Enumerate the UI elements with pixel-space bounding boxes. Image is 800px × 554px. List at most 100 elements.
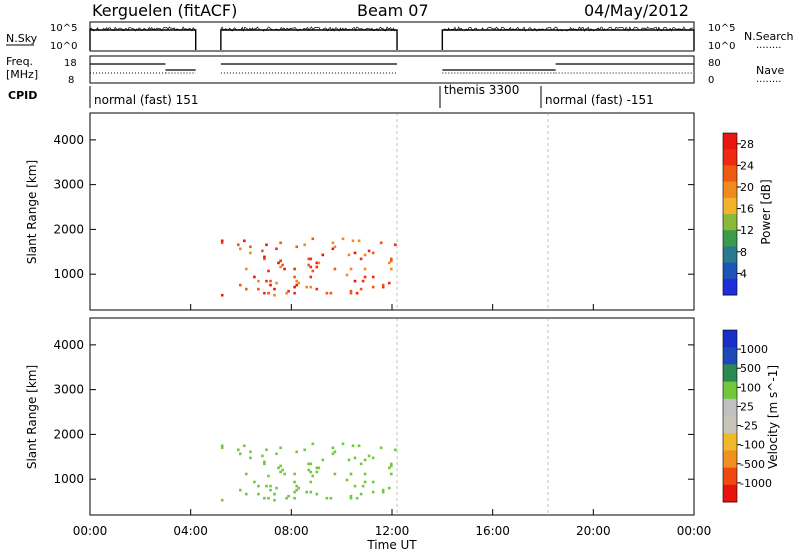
power-cell	[341, 237, 345, 241]
power-cell	[287, 289, 290, 293]
power-cell	[309, 257, 313, 261]
velocity-cell	[355, 496, 359, 500]
freq-right-tick-top: 80	[708, 58, 721, 69]
power-cell	[353, 251, 357, 255]
power-cell	[367, 249, 371, 253]
colorbar-swatch	[723, 214, 737, 231]
power-cell	[281, 263, 284, 267]
velocity-cell	[390, 464, 393, 468]
nsearch-label: N.Search	[744, 30, 794, 43]
freq-label-line2: [MHz]	[6, 68, 38, 81]
velocity-cell	[315, 466, 319, 470]
velocity-cell	[220, 444, 224, 448]
power-cell	[277, 261, 280, 265]
power-cell	[305, 285, 308, 289]
velocity-colorbar-label: Velocity [m s^-1]	[766, 365, 780, 469]
velocity-cell	[245, 492, 248, 496]
nave-legend-dots: ........	[756, 74, 781, 85]
y-tick-label: 3000	[53, 383, 84, 397]
power-cell	[273, 287, 276, 291]
colorbar-swatch	[723, 398, 737, 417]
velocity-cell	[253, 480, 256, 484]
velocity-cell	[331, 446, 335, 450]
velocity-cell	[257, 492, 260, 496]
power-cell	[357, 239, 361, 243]
power-cell	[315, 287, 319, 291]
power-cell	[269, 283, 272, 287]
power-cell	[325, 291, 329, 295]
velocity-cell	[269, 488, 272, 492]
colorbar-tick-label: 8	[740, 246, 747, 259]
velocity-cell	[307, 468, 310, 472]
x-axis-label: Time UT	[366, 538, 417, 552]
power-cell	[239, 283, 242, 287]
power-cell	[390, 267, 393, 271]
noise-right-tick-top: 10^5	[708, 23, 735, 34]
velocity-cell	[309, 462, 313, 466]
power-cell	[245, 287, 248, 291]
power-colorbar: 4 8 12 16 20 24 28	[722, 132, 754, 296]
noise-panel: N.Sky 10^5 10^0 10^5 10^0 N.Search .....…	[6, 21, 794, 52]
velocity-cell	[345, 478, 349, 482]
velocity-cell	[371, 480, 375, 484]
power-cell	[303, 243, 306, 247]
power-y-axis: 1000 2000 3000 4000	[53, 133, 694, 281]
velocity-cell	[245, 472, 248, 476]
colorbar-swatch	[723, 467, 737, 486]
velocity-cell	[388, 486, 391, 490]
power-cell	[363, 275, 367, 279]
velocity-cell	[390, 462, 393, 466]
velocity-cell	[303, 448, 306, 452]
power-cell	[333, 267, 337, 271]
nave-label: Nave	[756, 64, 784, 77]
power-cell	[359, 287, 363, 291]
velocity-cell	[305, 490, 308, 494]
velocity-cell	[287, 494, 290, 498]
velocity-cell	[363, 458, 367, 462]
x-tick-label: 04:00	[173, 524, 208, 538]
y-tick-label: 4000	[53, 133, 84, 147]
colorbar-tick-label: -500	[740, 458, 765, 471]
colorbar-swatch	[723, 133, 737, 150]
power-cell	[263, 291, 266, 295]
noise-left-tick-top: 10^5	[50, 23, 77, 34]
colorbar-tick-label: 16	[740, 203, 754, 216]
velocity-cell	[309, 490, 313, 494]
velocity-cell	[381, 488, 385, 492]
power-cell	[269, 279, 272, 283]
colorbar-swatch	[723, 433, 737, 451]
x-tick-label: 12:00	[375, 524, 410, 538]
power-cell	[275, 281, 278, 285]
power-cell	[321, 253, 325, 257]
power-cell	[309, 285, 313, 289]
power-cell	[353, 279, 357, 283]
power-cell	[220, 241, 224, 245]
power-cell	[243, 239, 246, 243]
power-cell	[220, 293, 224, 297]
cpid-label: CPID	[8, 89, 37, 102]
velocity-cell	[279, 470, 282, 474]
velocity-cell	[363, 472, 367, 476]
velocity-cell	[220, 446, 224, 450]
colorbar-tick-label: 25	[740, 400, 754, 413]
velocity-cell	[359, 462, 363, 466]
colorbar-swatch	[723, 197, 737, 215]
colorbar-tick-label: 12	[740, 224, 754, 237]
velocity-cell	[379, 446, 383, 450]
velocity-cell	[321, 458, 325, 462]
power-cell	[293, 285, 296, 289]
power-cell	[331, 241, 335, 245]
velocity-cell	[341, 442, 345, 446]
colorbar-tick-label: -100	[740, 439, 765, 452]
velocity-cell	[347, 458, 351, 462]
noise-sky-trace	[441, 29, 695, 50]
power-cell	[249, 245, 252, 249]
power-cell	[307, 263, 310, 267]
power-cell	[317, 261, 321, 265]
power-cell	[249, 251, 252, 255]
power-cell	[267, 269, 270, 273]
velocity-cell	[267, 474, 270, 478]
colorbar-swatch	[723, 246, 737, 264]
y-tick-label: 4000	[53, 338, 84, 352]
power-cell	[265, 279, 268, 283]
